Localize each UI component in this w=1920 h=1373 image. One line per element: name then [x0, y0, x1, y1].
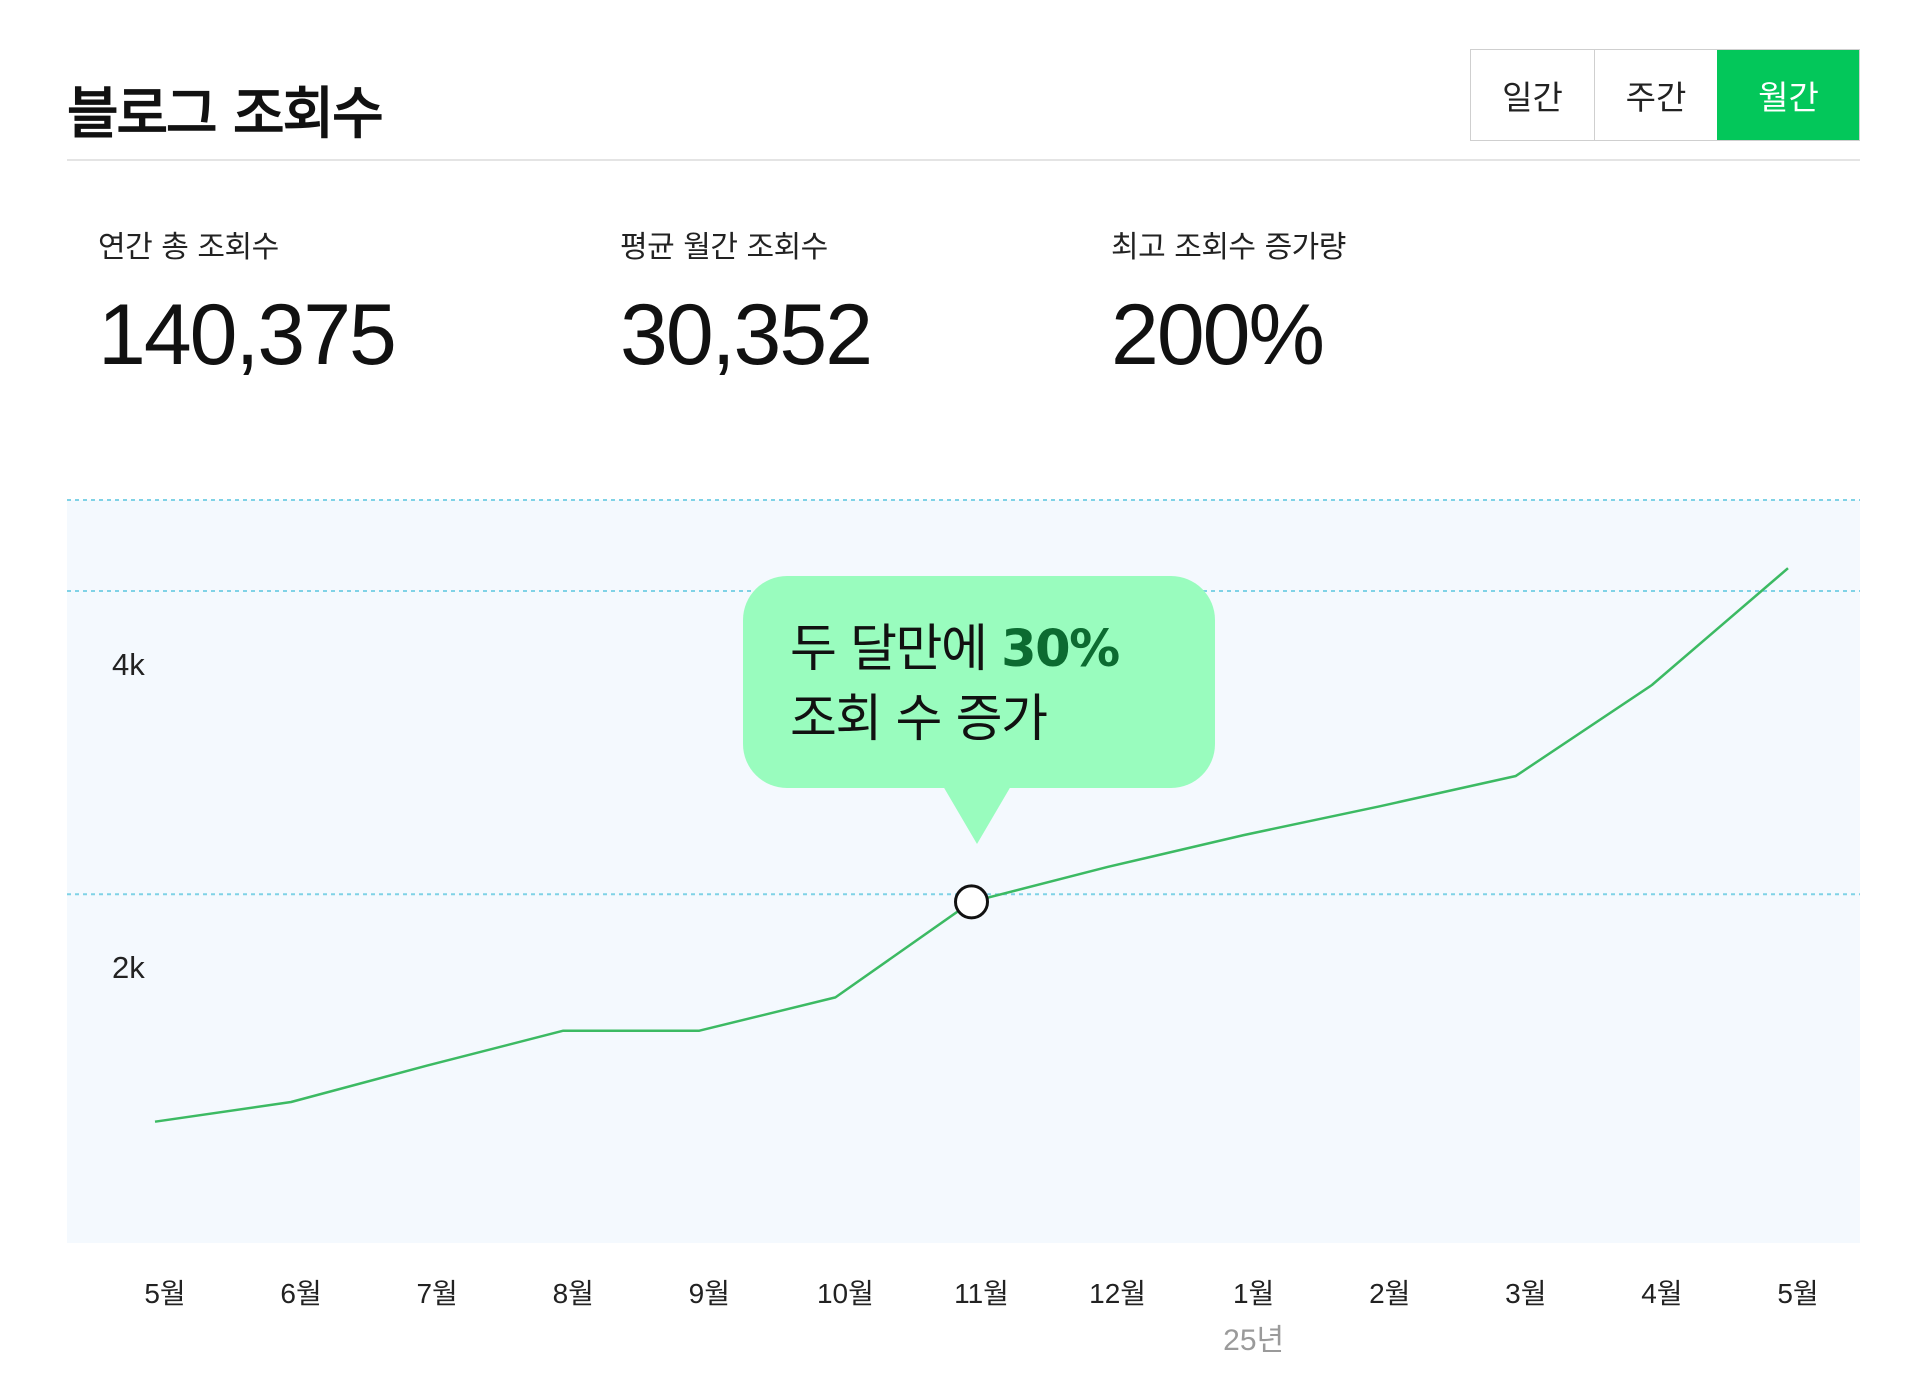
- x-tick-label: 5월: [144, 1278, 185, 1309]
- tab-daily[interactable]: 일간: [1471, 50, 1594, 140]
- x-tick-label: 10월: [817, 1278, 874, 1309]
- x-tick-label: 5월: [1777, 1278, 1818, 1309]
- callout-line-1: 두 달만에 30%: [790, 615, 1215, 685]
- y-tick-label: 2k: [112, 950, 145, 985]
- stat-value: 30,352: [620, 287, 873, 383]
- data-point: [834, 996, 836, 998]
- growth-callout: 두 달만에 30% 조회 수 증가: [743, 576, 1215, 844]
- stat-label: 최고 조회수 증가량: [1111, 230, 1346, 265]
- data-point: [1515, 775, 1517, 777]
- stat-label: 평균 월간 조회수: [620, 230, 828, 265]
- x-tick-label: 6월: [280, 1278, 321, 1309]
- highlight-point: [954, 884, 989, 920]
- data-point: [698, 1030, 700, 1032]
- callout-highlight: 30%: [1001, 620, 1120, 679]
- stat-label: 연간 총 조회수: [98, 230, 279, 265]
- data-point: [154, 1121, 156, 1123]
- x-tick-label: 12월: [1089, 1278, 1146, 1309]
- data-point: [1787, 567, 1789, 569]
- x-tick-label: 2월: [1369, 1278, 1410, 1309]
- stat-monthly-average: 평균 월간 조회수 30,352: [620, 222, 873, 385]
- x-tick-label: 11월: [954, 1278, 1009, 1309]
- stat-value: 140,375: [98, 287, 397, 383]
- period-tabs: 일간 주간 월간: [1470, 49, 1860, 141]
- data-point: [1651, 684, 1653, 686]
- stat-value: 200%: [1111, 287, 1325, 383]
- header: 블로그 조회수 일간 주간 월간: [67, 49, 1860, 161]
- x-tick-label: 4월: [1641, 1278, 1682, 1309]
- tab-weekly[interactable]: 주간: [1594, 50, 1717, 140]
- stat-yearly-total: 연간 총 조회수 140,375: [98, 222, 397, 385]
- x-tick-label: 7월: [416, 1278, 457, 1309]
- x-tick-label: 9월: [689, 1278, 730, 1309]
- callout-line-2: 조회 수 증가: [790, 690, 1048, 749]
- tab-monthly[interactable]: 월간: [1717, 50, 1859, 140]
- y-tick-label: 4k: [112, 647, 145, 682]
- data-point: [1379, 805, 1381, 807]
- page-title: 블로그 조회수: [67, 82, 384, 147]
- data-point: [1107, 866, 1109, 868]
- data-point: [290, 1101, 292, 1103]
- data-point: [1243, 834, 1245, 836]
- data-point: [562, 1030, 564, 1032]
- x-year-label: 25년: [1223, 1324, 1284, 1357]
- callout-text: 두 달만에: [790, 620, 1002, 679]
- x-tick-label: 1월: [1233, 1278, 1274, 1309]
- x-tick-label: 3월: [1505, 1278, 1546, 1309]
- x-tick-label: 8월: [553, 1278, 594, 1309]
- data-point: [426, 1065, 428, 1067]
- stat-peak-growth: 최고 조회수 증가량 200%: [1111, 222, 1346, 385]
